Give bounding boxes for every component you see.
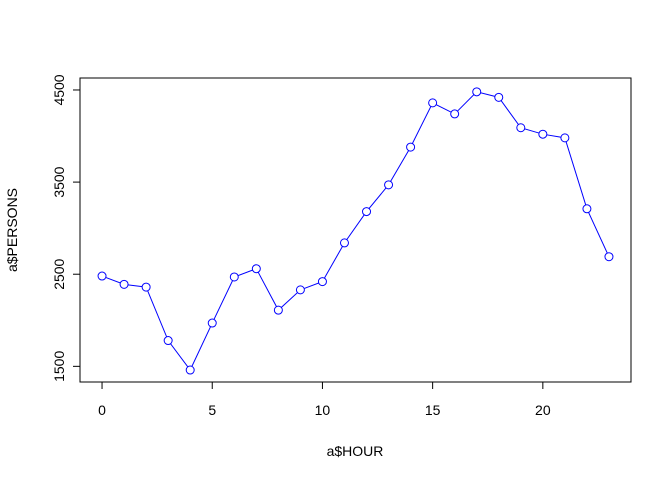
y-tick-label: 3500 [51, 166, 67, 197]
data-series [97, 87, 614, 375]
data-point [560, 133, 570, 143]
x-tick-label: 0 [98, 402, 106, 418]
y-tick-label: 1500 [51, 351, 67, 382]
data-point [273, 305, 283, 315]
y-tick-label: 2500 [51, 258, 67, 289]
x-tick-label: 15 [425, 402, 441, 418]
data-point [362, 207, 372, 217]
data-point [538, 129, 548, 139]
data-point [185, 365, 195, 375]
data-point [384, 180, 394, 190]
y-axis-label: a$PERSONS [4, 188, 20, 272]
data-point [339, 238, 349, 248]
series-line [101, 91, 610, 371]
data-point [251, 264, 261, 274]
y-axis: 1500 2500 3500 4500 [51, 74, 81, 382]
data-point [582, 204, 592, 214]
x-axis: 0 5 10 15 20 [98, 381, 551, 418]
data-point [229, 272, 239, 282]
data-point [295, 285, 305, 295]
data-point [141, 282, 151, 292]
data-point [494, 92, 504, 102]
x-tick-label: 20 [535, 402, 551, 418]
x-axis-label: a$HOUR [327, 443, 384, 459]
data-point [97, 271, 107, 281]
data-point [472, 87, 482, 97]
data-point [207, 318, 217, 328]
plot-frame [79, 77, 632, 383]
y-tick-label: 4500 [51, 74, 67, 105]
data-point [406, 142, 416, 152]
data-point [428, 98, 438, 108]
data-point [604, 252, 614, 262]
data-point [119, 279, 129, 289]
data-point [450, 109, 460, 119]
x-tick-label: 5 [208, 402, 216, 418]
data-point [516, 123, 526, 133]
data-point [317, 277, 327, 287]
x-tick-label: 10 [315, 402, 331, 418]
data-point [163, 336, 173, 346]
